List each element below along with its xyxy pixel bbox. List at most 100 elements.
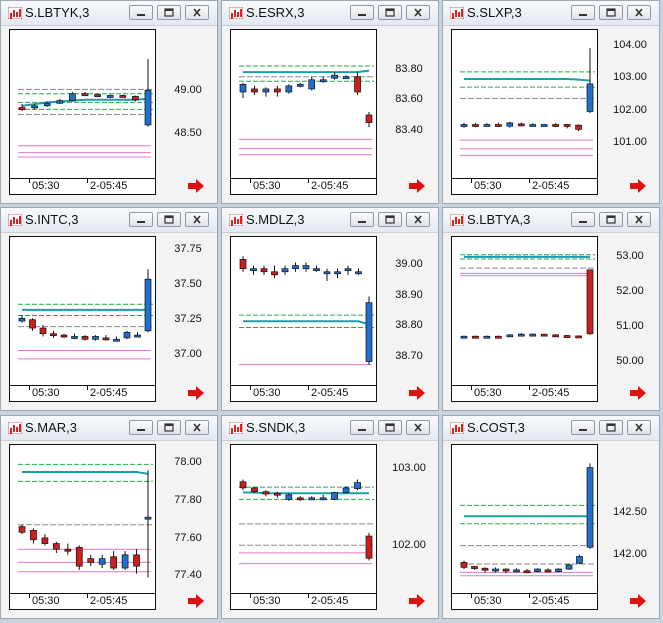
candle[interactable]	[471, 565, 478, 570]
close-button[interactable]	[627, 420, 651, 435]
close-button[interactable]	[627, 5, 651, 20]
candle[interactable]	[586, 48, 594, 114]
candle[interactable]	[106, 94, 114, 99]
candle[interactable]	[586, 463, 594, 549]
candle[interactable]	[523, 569, 531, 574]
candle[interactable]	[313, 265, 320, 272]
right-arrow-icon[interactable]	[629, 179, 647, 193]
candle[interactable]	[529, 333, 537, 337]
candle[interactable]	[319, 76, 327, 83]
price-chart[interactable]	[230, 236, 377, 386]
candle[interactable]	[92, 335, 99, 341]
candle[interactable]	[540, 123, 548, 127]
candle[interactable]	[483, 335, 491, 339]
candle[interactable]	[39, 325, 47, 337]
minimize-button[interactable]	[350, 420, 374, 435]
restore-button[interactable]	[378, 212, 402, 227]
restore-button[interactable]	[157, 212, 181, 227]
candle[interactable]	[565, 564, 573, 570]
candle[interactable]	[144, 59, 152, 127]
candle[interactable]	[575, 124, 582, 132]
candle[interactable]	[460, 335, 468, 339]
candle[interactable]	[355, 268, 362, 275]
candle[interactable]	[517, 333, 525, 337]
candle[interactable]	[133, 549, 140, 574]
candle[interactable]	[296, 82, 304, 88]
minimize-button[interactable]	[129, 212, 153, 227]
restore-button[interactable]	[157, 5, 181, 20]
candle[interactable]	[60, 333, 68, 338]
candle[interactable]	[506, 334, 514, 338]
candle[interactable]	[492, 567, 499, 573]
candle[interactable]	[472, 122, 479, 128]
candle[interactable]	[98, 554, 106, 569]
right-arrow-icon[interactable]	[187, 386, 205, 400]
minimize-button[interactable]	[129, 5, 153, 20]
candle[interactable]	[75, 545, 83, 570]
restore-button[interactable]	[599, 420, 623, 435]
candle[interactable]	[555, 568, 562, 573]
right-arrow-icon[interactable]	[408, 386, 426, 400]
restore-button[interactable]	[378, 5, 402, 20]
price-chart[interactable]	[9, 236, 156, 386]
candle[interactable]	[18, 315, 26, 323]
window-titlebar[interactable]: S.SNDK,3	[222, 416, 438, 441]
candle[interactable]	[540, 333, 548, 337]
candle[interactable]	[239, 256, 247, 272]
candle[interactable]	[43, 101, 51, 107]
candle[interactable]	[517, 122, 525, 127]
candle[interactable]	[495, 122, 502, 128]
chart-window[interactable]: S.ESRX,3 83.80 83.60 83.40 05:30 2-05:45	[221, 0, 439, 204]
candle[interactable]	[134, 332, 141, 338]
candle[interactable]	[472, 335, 479, 339]
candle[interactable]	[354, 72, 361, 96]
restore-button[interactable]	[157, 420, 181, 435]
candle[interactable]	[460, 122, 468, 128]
candle[interactable]	[50, 330, 57, 338]
candle[interactable]	[251, 487, 258, 494]
candle[interactable]	[344, 265, 352, 275]
candle[interactable]	[144, 470, 152, 578]
candle[interactable]	[239, 479, 247, 491]
candle[interactable]	[262, 490, 270, 497]
chart-window[interactable]: S.INTC,3 37.75 37.50 37.25 37.00 05:30 2-05:45	[0, 207, 218, 411]
candle[interactable]	[18, 104, 26, 112]
candle[interactable]	[575, 335, 582, 339]
chart-window[interactable]: S.LBTYK,3 49.00 48.50 05:30 2-05:45	[0, 0, 218, 204]
candle[interactable]	[274, 85, 281, 97]
candle[interactable]	[285, 493, 293, 501]
candle[interactable]	[552, 334, 559, 338]
candle[interactable]	[563, 334, 571, 338]
close-button[interactable]	[406, 5, 430, 20]
candle[interactable]	[354, 479, 361, 491]
candle[interactable]	[281, 265, 289, 275]
candle[interactable]	[31, 104, 38, 110]
candle[interactable]	[483, 123, 491, 127]
candle[interactable]	[102, 335, 110, 341]
candle[interactable]	[30, 528, 37, 544]
restore-button[interactable]	[378, 420, 402, 435]
chart-window[interactable]: S.COST,3 142.50 142.00 05:30 2-05:45	[442, 415, 660, 619]
candle[interactable]	[239, 82, 247, 99]
restore-button[interactable]	[599, 5, 623, 20]
window-titlebar[interactable]: S.LBTYK,3	[1, 1, 217, 26]
candle[interactable]	[285, 84, 293, 94]
price-chart[interactable]	[9, 29, 156, 179]
candle[interactable]	[144, 269, 152, 333]
chart-window[interactable]: S.LBTYA,3 53.00 52.00 51.00 50.00 05:30 2-05:4…	[442, 207, 660, 411]
candle[interactable]	[331, 72, 338, 80]
minimize-button[interactable]	[129, 420, 153, 435]
candle[interactable]	[365, 533, 373, 561]
close-button[interactable]	[406, 420, 430, 435]
candle[interactable]	[81, 92, 89, 97]
candle[interactable]	[18, 524, 26, 535]
chart-window[interactable]: S.SLXP,3 104.00 103.00 102.00 101.00 05:30 2-0…	[442, 0, 660, 204]
candle[interactable]	[460, 560, 468, 570]
candle[interactable]	[342, 486, 350, 494]
candle[interactable]	[41, 534, 49, 546]
candle[interactable]	[132, 95, 139, 102]
right-arrow-icon[interactable]	[408, 179, 426, 193]
candle[interactable]	[529, 123, 537, 127]
price-chart[interactable]	[451, 29, 598, 179]
price-chart[interactable]	[451, 444, 598, 594]
